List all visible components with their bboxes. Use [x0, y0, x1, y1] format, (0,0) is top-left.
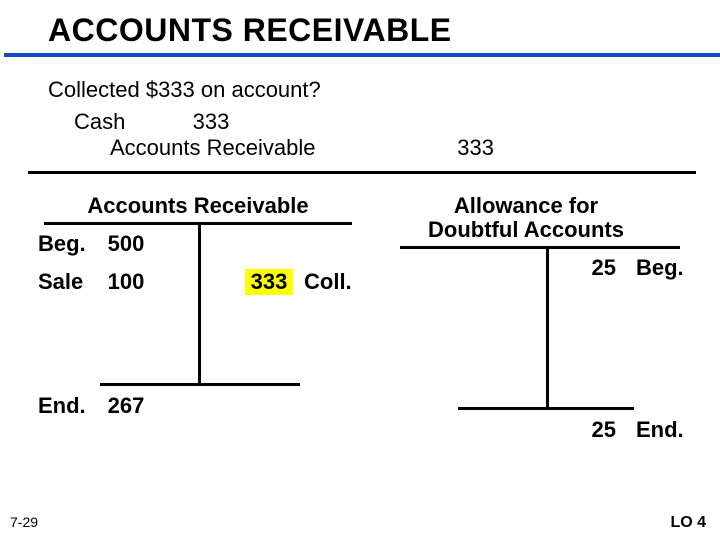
ar-body: Beg. 500 Sale 100 333 Coll. End. 267 — [34, 225, 362, 425]
ar-footer-rule — [100, 383, 300, 386]
ar-sale-credit-value: 333 — [245, 269, 294, 295]
ar-sale-credit: 333 — [238, 269, 300, 295]
ar-row-end: End. 267 — [34, 393, 362, 419]
je-credit-account: Accounts Receivable — [74, 135, 374, 161]
ar-beg-label: Beg. — [34, 231, 96, 257]
ar-end-label: End. — [34, 393, 96, 419]
allowance-beg-credit: 25 — [574, 255, 630, 281]
allowance-title-line1: Allowance for — [454, 193, 598, 218]
ar-end-debit: 267 — [96, 393, 156, 419]
slide: ACCOUNTS RECEIVABLE Collected $333 on ac… — [0, 0, 720, 540]
allowance-body: 25 Beg. 25 End. — [362, 249, 690, 449]
question-text: Collected $333 on account? — [48, 77, 690, 103]
t-accounts: Accounts Receivable Beg. 500 Sale 100 33… — [34, 194, 690, 449]
allowance-footer-rule — [458, 407, 634, 410]
page-number: 7-29 — [10, 514, 38, 532]
ar-title: Accounts Receivable — [34, 194, 362, 218]
ar-sale-debit: 100 — [96, 269, 156, 295]
allowance-title-line2: Doubtful Accounts — [428, 217, 624, 242]
ar-sale-label: Sale — [34, 269, 96, 295]
allowance-end-label: End. — [630, 417, 690, 443]
ar-beg-debit: 500 — [96, 231, 156, 257]
journal-entry: Cash 333 Accounts Receivable 333 — [74, 109, 690, 161]
je-debit-row: Cash 333 — [74, 109, 690, 135]
allowance-end-credit: 25 — [574, 417, 630, 443]
allowance-row-beg: 25 Beg. — [362, 255, 690, 281]
section-rule — [28, 171, 696, 174]
learning-objective: LO 4 — [670, 514, 706, 532]
t-account-allowance: Allowance for Doubtful Accounts 25 Beg. … — [362, 194, 690, 449]
je-credit-amount: 333 — [374, 135, 494, 161]
je-debit-account-text: Cash — [74, 109, 125, 134]
allowance-title: Allowance for Doubtful Accounts — [362, 194, 690, 242]
je-debit-amount: 333 — [193, 109, 230, 134]
t-account-ar: Accounts Receivable Beg. 500 Sale 100 33… — [34, 194, 362, 449]
ar-row-sale: Sale 100 333 Coll. — [34, 269, 362, 295]
slide-title: ACCOUNTS RECEIVABLE — [48, 12, 690, 49]
ar-sale-credit-label: Coll. — [300, 269, 362, 295]
slide-footer: 7-29 LO 4 — [10, 514, 706, 532]
allowance-beg-label: Beg. — [630, 255, 690, 281]
je-debit-account: Cash 333 — [74, 109, 374, 135]
title-underline — [4, 53, 720, 57]
allowance-row-end: 25 End. — [362, 417, 690, 443]
je-credit-row: Accounts Receivable 333 — [74, 135, 690, 161]
ar-row-beg: Beg. 500 — [34, 231, 362, 257]
